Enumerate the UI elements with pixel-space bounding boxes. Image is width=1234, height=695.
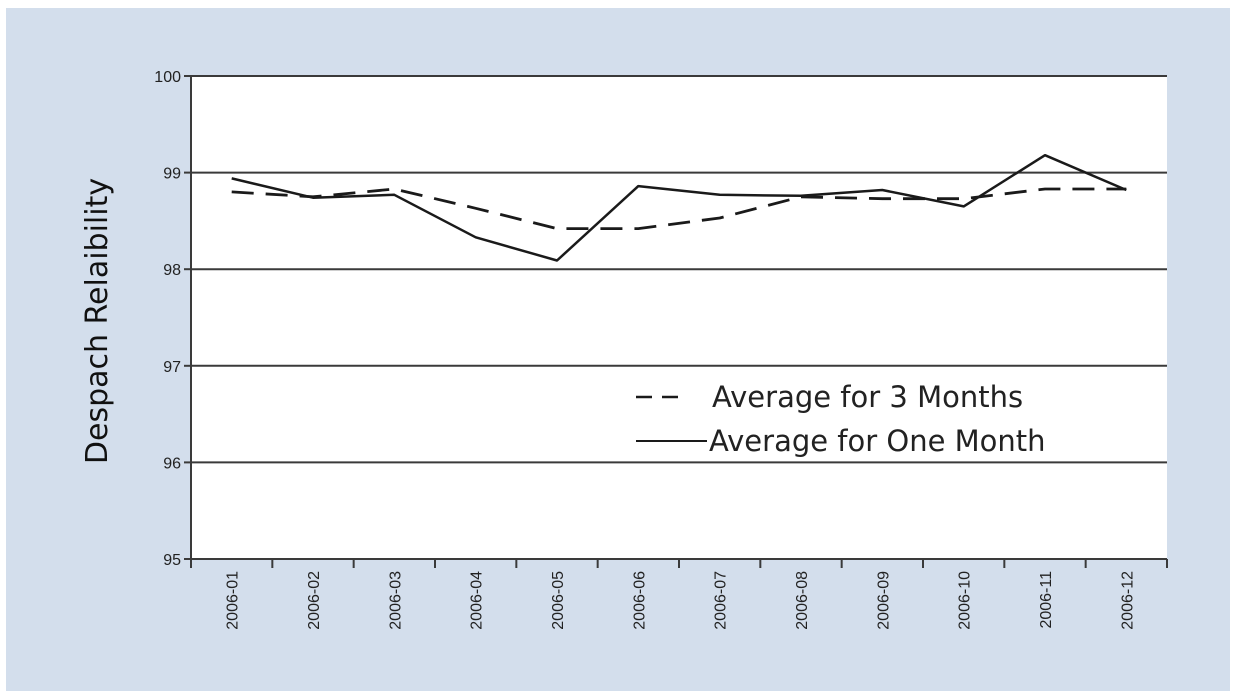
y-tick-label: 95 xyxy=(163,552,181,569)
x-tick-label: 2006-10 xyxy=(957,571,974,630)
x-tick-label: 2006-01 xyxy=(225,571,242,630)
x-tick-label: 2006-02 xyxy=(306,571,323,630)
y-tick-label: 99 xyxy=(163,166,181,183)
x-tick-label: 2006-08 xyxy=(794,571,811,630)
series-line-avg-one-month xyxy=(231,153,1127,262)
y-tick-label: 100 xyxy=(154,69,181,86)
y-axis-title: Despach Relaibility xyxy=(80,178,115,464)
plot-area xyxy=(191,76,1167,559)
series-lines xyxy=(231,153,1127,262)
legend: Average for 3 Months Average for One Mon… xyxy=(636,380,1046,458)
y-tick-label: 96 xyxy=(163,455,181,472)
x-tick-label: 2006-06 xyxy=(631,571,648,630)
chart-figure: 95 96 97 98 99 100 2006-01 2006-02 2006-03 2006-… xyxy=(6,8,1230,691)
x-tick-label: 2006-09 xyxy=(875,571,892,630)
grid-lines xyxy=(191,75,1167,464)
x-tick-label: 2006-04 xyxy=(469,571,486,630)
x-tick-label: 2006-05 xyxy=(550,571,567,630)
x-tick-label: 2006-12 xyxy=(1119,571,1136,630)
legend-label-3-months: Average for 3 Months xyxy=(712,380,1023,414)
x-tick-label: 2006-11 xyxy=(1038,571,1055,629)
y-tick-label: 98 xyxy=(163,262,181,279)
x-tick-label: 2006-07 xyxy=(713,571,730,630)
y-tick-labels: 95 96 97 98 99 100 xyxy=(154,69,181,569)
y-tick-label: 97 xyxy=(163,359,181,376)
x-tick-label: 2006-03 xyxy=(387,571,404,630)
legend-label-one-month: Average for One Month xyxy=(709,424,1046,458)
x-tick-labels: 2006-01 2006-02 2006-03 2006-04 2006-05 2006-… xyxy=(225,571,1137,630)
axes xyxy=(184,75,1168,568)
